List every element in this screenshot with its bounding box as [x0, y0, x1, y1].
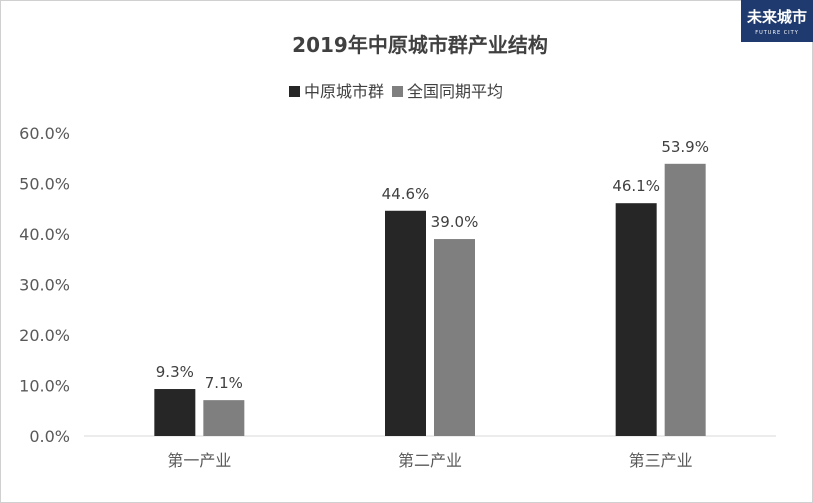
data-label: 7.1% [205, 374, 243, 392]
x-category-label: 第一产业 [167, 451, 231, 470]
bar-series1-1 [154, 389, 196, 436]
legend-label: 中原城市群 [304, 82, 384, 101]
y-tick-label: 60.0% [19, 124, 70, 143]
bar-series1-2 [385, 210, 426, 436]
bar-series2-2 [434, 239, 475, 436]
legend: 中原城市群 全国同期平均 [289, 82, 503, 101]
y-tick-label: 20.0% [19, 326, 70, 345]
y-tick-label: 30.0% [19, 276, 70, 295]
data-label: 39.0% [431, 213, 479, 231]
data-label: 46.1% [612, 177, 660, 195]
data-label: 9.3% [156, 363, 194, 381]
y-tick-label: 10.0% [19, 377, 70, 396]
data-label: 44.6% [382, 185, 430, 203]
legend-label: 全国同期平均 [407, 82, 503, 101]
x-axis: 第一产业 第二产业 第三产业 [167, 451, 692, 470]
data-label: 53.9% [661, 138, 709, 156]
bar-series2-3 [664, 163, 706, 436]
bar-series1-3 [615, 203, 657, 436]
y-tick-label: 40.0% [19, 225, 70, 244]
legend-swatch [392, 86, 404, 97]
chart-title: 2019年中原城市群产业结构 [292, 33, 548, 57]
logo-subtext: FUTURE CITY [755, 30, 799, 36]
y-tick-label: 0.0% [29, 427, 70, 446]
x-category-label: 第三产业 [629, 451, 693, 470]
brand-logo: 未来城市 FUTURE CITY [741, 0, 813, 42]
y-axis: 0.0% 10.0% 20.0% 30.0% 40.0% 50.0% 60.0% [19, 124, 70, 446]
bar-series2-1 [203, 400, 245, 436]
y-tick-label: 50.0% [19, 175, 70, 194]
x-category-label: 第二产业 [398, 451, 462, 470]
bars: 9.3% 7.1% 44.6%39.0% 46.1% 53.9% [154, 138, 709, 436]
legend-swatch [289, 86, 300, 97]
logo-text: 未来城市 [746, 8, 807, 26]
